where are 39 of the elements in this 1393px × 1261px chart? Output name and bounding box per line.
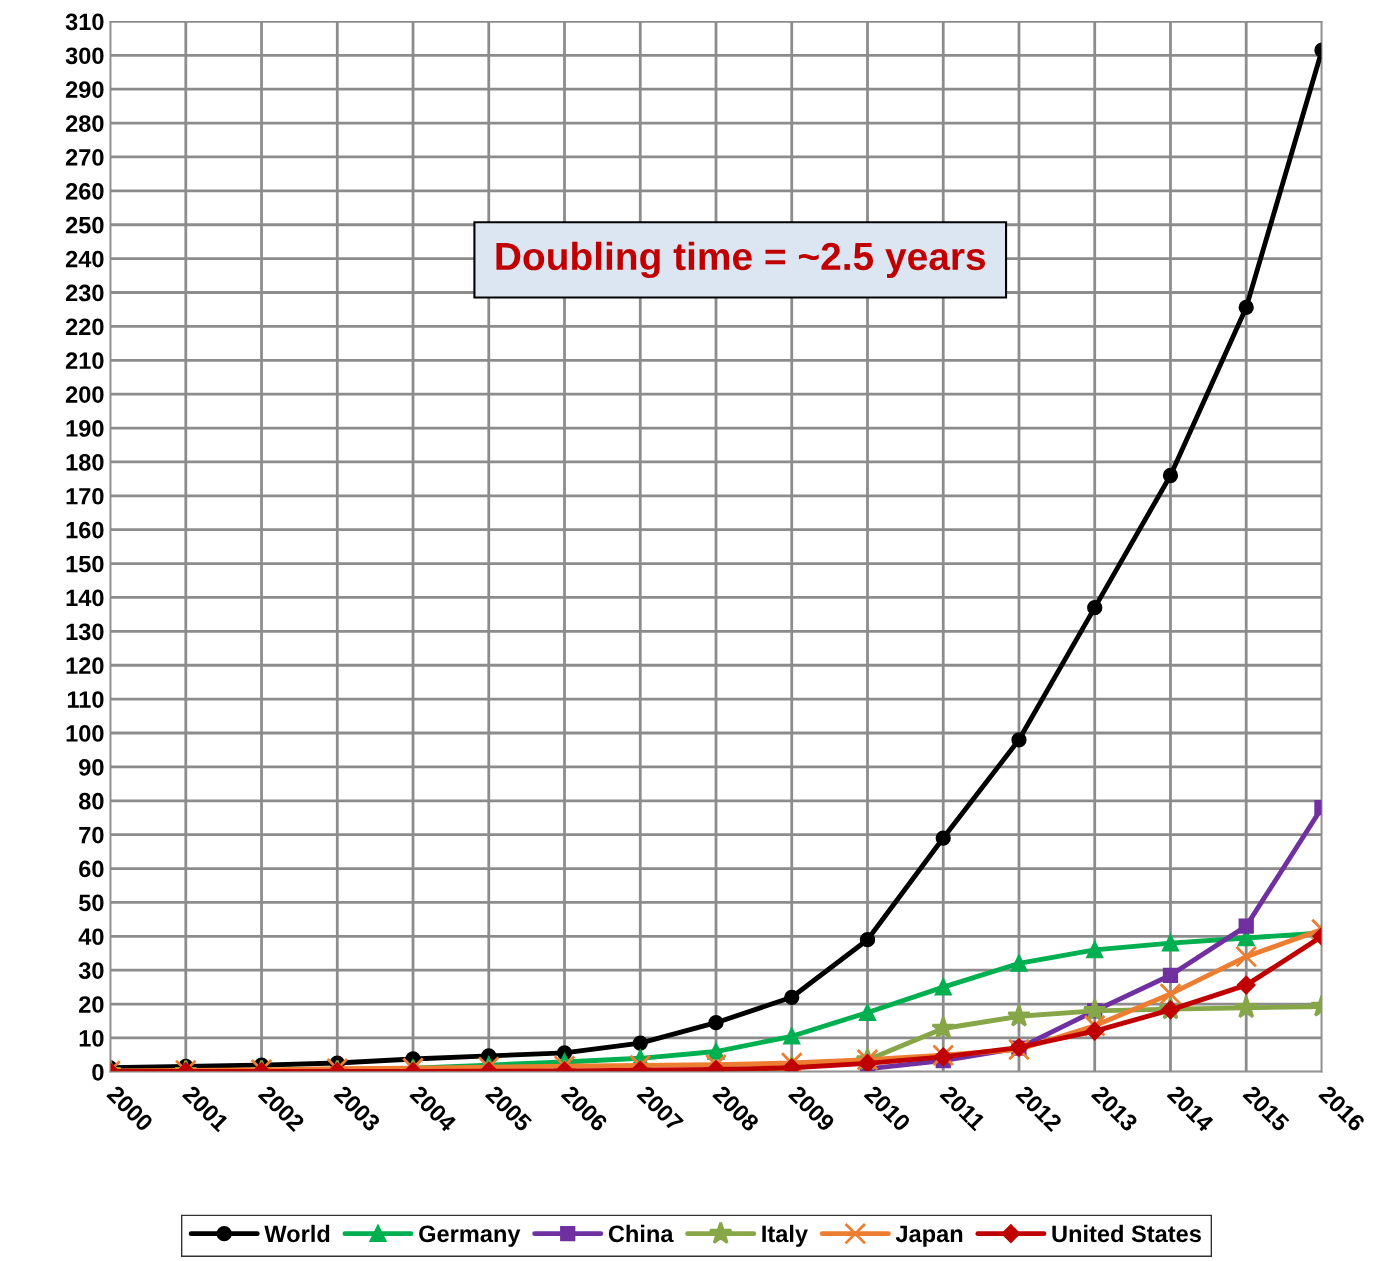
legend-label: China [608, 1224, 674, 1243]
legend-label: Germany [419, 1225, 521, 1247]
y-tick-label: 230 [65, 284, 104, 302]
y-tick-label: 130 [66, 623, 104, 641]
y-tick-label: 300 [65, 47, 104, 65]
y-tick-label: 0 [92, 1063, 104, 1081]
y-tick-label: 290 [65, 81, 104, 98]
y-tick-label: 40 [78, 928, 104, 946]
y-tick-label: 140 [66, 589, 104, 607]
legend-label: United States [1052, 1224, 1201, 1243]
y-tick-label: 310 [65, 13, 104, 31]
y-tick-label: 220 [65, 318, 104, 336]
y-tick-label: 100 [66, 725, 104, 742]
y-tick-label: 90 [79, 758, 104, 776]
y-tick-label: 80 [78, 792, 104, 810]
y-tick-label: 170 [66, 487, 104, 505]
y-tick-label: 180 [66, 454, 104, 471]
y-tick-label: 280 [65, 115, 104, 132]
y-tick-label: 70 [79, 826, 104, 844]
y-tick-label: 260 [65, 182, 104, 200]
y-tick-label: 60 [79, 860, 104, 878]
y-tick-label: 250 [65, 216, 104, 234]
legend-label: Japan [895, 1225, 963, 1247]
y-tick-label: 30 [78, 962, 104, 980]
legend-label: World [264, 1224, 330, 1243]
y-tick-label: 190 [66, 420, 104, 437]
y-tick-label: 150 [66, 555, 104, 573]
y-tick-label: 200 [65, 386, 104, 403]
y-tick-label: 50 [78, 894, 104, 912]
y-tick-label: 20 [79, 996, 104, 1013]
annotation: Doubling time = ~2.5 years [496, 241, 986, 279]
legend-label: Italy [762, 1224, 808, 1247]
y-tick-label: 110 [67, 691, 104, 708]
y-tick-label: 210 [65, 352, 104, 370]
y-tick-label: 10 [79, 1030, 104, 1047]
y-tick-label: 120 [66, 657, 104, 675]
y-tick-label: 270 [65, 149, 104, 166]
y-tick-label: 160 [66, 521, 104, 539]
y-tick-label: 240 [65, 250, 104, 268]
